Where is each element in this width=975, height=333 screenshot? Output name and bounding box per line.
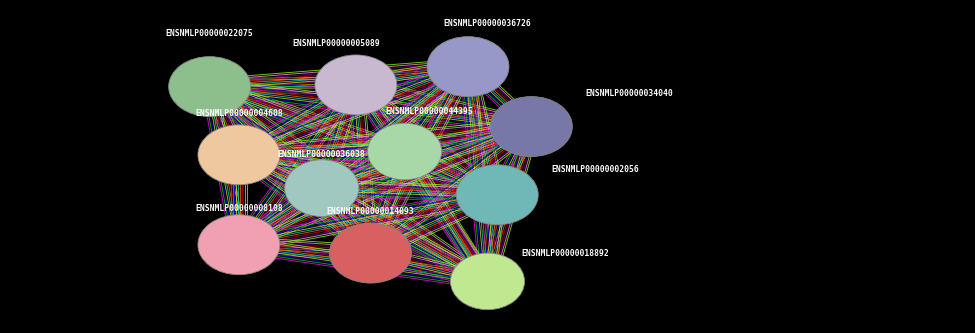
Text: ENSNMLP00000036038: ENSNMLP00000036038 — [278, 150, 366, 160]
Text: ENSNMLP00000018892: ENSNMLP00000018892 — [522, 248, 609, 258]
Ellipse shape — [427, 37, 509, 97]
Ellipse shape — [450, 253, 525, 310]
Ellipse shape — [285, 160, 359, 216]
Text: ENSNMLP00000002056: ENSNMLP00000002056 — [551, 165, 639, 174]
Ellipse shape — [456, 165, 538, 225]
Ellipse shape — [315, 55, 397, 115]
Text: ENSNMLP00000014093: ENSNMLP00000014093 — [327, 207, 414, 216]
Ellipse shape — [490, 97, 572, 157]
Ellipse shape — [330, 223, 411, 283]
Text: ENSNMLP00000008108: ENSNMLP00000008108 — [195, 203, 283, 213]
Ellipse shape — [169, 57, 251, 117]
Text: ENSNMLP00000022075: ENSNMLP00000022075 — [166, 29, 254, 38]
Text: ENSNMLP00000005089: ENSNMLP00000005089 — [292, 39, 380, 48]
Ellipse shape — [368, 123, 442, 180]
Ellipse shape — [198, 215, 280, 275]
Ellipse shape — [198, 125, 280, 185]
Text: ENSNMLP00000034040: ENSNMLP00000034040 — [585, 89, 673, 98]
Text: ENSNMLP00000044395: ENSNMLP00000044395 — [385, 107, 473, 116]
Text: ENSNMLP00000004608: ENSNMLP00000004608 — [195, 109, 283, 118]
Text: ENSNMLP00000036726: ENSNMLP00000036726 — [444, 19, 531, 28]
